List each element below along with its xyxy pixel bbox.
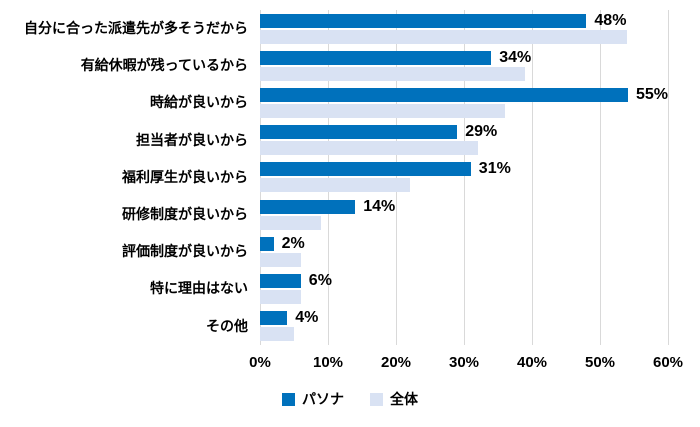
bar-secondary <box>260 104 505 119</box>
bar-group: 55% <box>260 84 668 121</box>
bar-primary <box>260 125 458 140</box>
bar-primary <box>260 274 301 289</box>
x-tick-label: 20% <box>380 354 412 371</box>
bar-line <box>260 327 668 342</box>
category-label: 自分に合った派遣先が多そうだから <box>24 19 248 36</box>
value-label: 31% <box>478 160 511 178</box>
bar-primary <box>260 162 471 177</box>
chart-row: その他 4% <box>0 308 668 345</box>
bar-line: 14% <box>260 197 668 215</box>
bar-line <box>260 215 668 230</box>
value-label: 29% <box>465 123 498 141</box>
legend-swatch-icon <box>370 392 383 406</box>
bar-line <box>260 104 668 119</box>
gridline <box>600 10 601 345</box>
chart-gridlines <box>260 10 669 345</box>
value-label: 6% <box>308 272 332 290</box>
bar-group: 34% <box>260 47 668 84</box>
category-label: 福利厚生が良いから <box>122 168 248 185</box>
value-label: 2% <box>281 234 305 252</box>
bar-line <box>260 178 668 193</box>
x-tick-label: 40% <box>516 354 548 371</box>
bar-primary <box>260 236 274 251</box>
chart-row: 自分に合った派遣先が多そうだから 48% <box>0 10 668 47</box>
category-label: 特に理由はない <box>150 280 248 297</box>
bar-secondary <box>260 327 294 342</box>
value-label: 55% <box>635 86 668 104</box>
bar-line: 48% <box>260 11 668 29</box>
chart-row: 担当者が良いから 29% <box>0 122 668 159</box>
bar-secondary <box>260 252 301 267</box>
bar-secondary <box>260 141 478 156</box>
bar-group: 14% <box>260 196 668 233</box>
bar-line: 6% <box>260 272 668 290</box>
bar-line: 55% <box>260 86 668 104</box>
value-label: 48% <box>594 11 627 29</box>
gridline <box>668 10 669 345</box>
bar-line <box>260 252 668 267</box>
bar-group: 6% <box>260 271 668 308</box>
bar-primary <box>260 88 628 103</box>
chart-legend: パソナ 全体 <box>0 392 700 406</box>
bar-line <box>260 29 668 44</box>
category-label: 有給休暇が残っているから <box>80 57 248 74</box>
chart-row: 時給が良いから 55% <box>0 84 668 121</box>
x-axis: 0% 10% 20% 30% 40% 50% 60% <box>0 354 700 376</box>
bar-group: 2% <box>260 233 668 270</box>
category-label: 研修制度が良いから <box>122 206 248 222</box>
bar-line <box>260 141 668 156</box>
gridline <box>531 10 533 345</box>
bar-secondary <box>260 290 301 305</box>
gridline <box>327 10 329 345</box>
chart-row: 福利厚生が良いから 31% <box>0 159 668 196</box>
x-tick-label: 50% <box>584 354 616 371</box>
bar-secondary <box>260 66 526 81</box>
category-label: 担当者が良いから <box>136 131 248 148</box>
chart-row: 有給休暇が残っているから 34% <box>0 47 668 84</box>
category-label: その他 <box>206 317 248 334</box>
bar-primary <box>260 50 492 65</box>
x-tick-label: 10% <box>312 354 344 371</box>
bar-primary <box>260 199 356 214</box>
chart-row: 特に理由はない 6% <box>0 271 668 308</box>
value-label: 14% <box>363 197 396 215</box>
chart-row: 研修制度が良いから 14% <box>0 196 668 233</box>
legend-label: パソナ <box>302 391 344 407</box>
x-tick-label: 30% <box>448 354 480 371</box>
bar-group: 31% <box>260 159 668 196</box>
chart-row: 評価制度が良いから 2% <box>0 233 668 270</box>
value-label: 34% <box>499 48 532 66</box>
legend-swatch-icon <box>282 392 295 406</box>
bar-secondary <box>260 178 410 193</box>
bar-line: 31% <box>260 160 668 178</box>
bar-primary <box>260 13 587 28</box>
legend-label: 全体 <box>390 391 418 407</box>
category-label: 評価制度が良いから <box>122 243 248 260</box>
bar-group: 29% <box>260 122 668 159</box>
value-label: 4% <box>295 309 319 327</box>
bar-line: 2% <box>260 234 668 252</box>
bar-secondary <box>260 215 322 230</box>
bar-line: 4% <box>260 309 668 327</box>
bar-line: 29% <box>260 123 668 141</box>
bar-line: 34% <box>260 48 668 66</box>
category-label: 時給が良いから <box>150 94 248 111</box>
bar-line <box>260 66 668 81</box>
bar-secondary <box>260 29 628 44</box>
chart-rows: 自分に合った派遣先が多そうだから 48% 有給休暇が残っているから 34% 時給が良いか… <box>0 10 668 345</box>
legend-item: 全体 <box>370 392 418 406</box>
gridline <box>395 10 397 345</box>
x-tick-label: 0% <box>249 354 271 371</box>
gridline <box>260 10 261 345</box>
bar-primary <box>260 311 288 326</box>
bar-line <box>260 290 668 305</box>
bar-group: 48% <box>260 10 668 47</box>
bar-group: 4% <box>260 308 668 345</box>
legend-item: パソナ <box>282 392 344 406</box>
gridline <box>464 10 465 345</box>
x-tick-label: 60% <box>652 354 684 371</box>
